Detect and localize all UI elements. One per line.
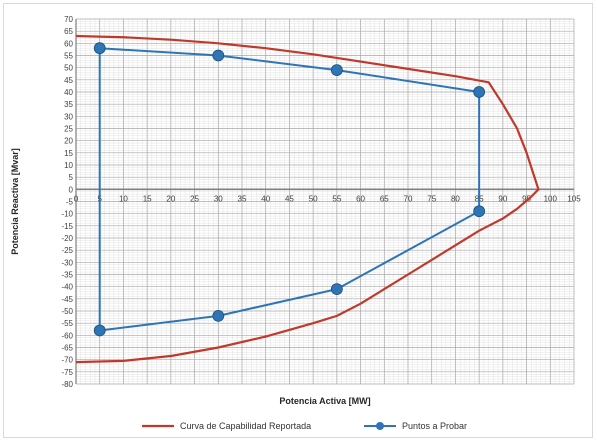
x-tick-label: 70 — [404, 194, 413, 203]
y-tick-label: 30 — [64, 112, 73, 121]
y-tick-labels: 7065605550454035302520151050-5-10-15-20-… — [61, 15, 73, 389]
x-tick-label: 75 — [427, 194, 436, 203]
x-tick-label: 100 — [544, 194, 558, 203]
y-tick-label: -40 — [61, 283, 73, 292]
x-tick-label: 95 — [522, 194, 531, 203]
x-tick-label: 30 — [214, 194, 223, 203]
x-axis-title: Potencia Activa [MW] — [279, 396, 370, 406]
test-point-marker — [93, 324, 106, 337]
y-tick-label: -70 — [61, 356, 73, 365]
y-tick-label: 55 — [64, 52, 73, 61]
y-tick-label: 70 — [64, 15, 73, 24]
legend-marker-test-points — [376, 422, 384, 430]
y-tick-label: 20 — [64, 137, 73, 146]
test-point-marker — [473, 205, 486, 218]
y-tick-label: 5 — [69, 173, 74, 182]
x-tick-label: 15 — [143, 194, 152, 203]
y-tick-label: -10 — [61, 210, 73, 219]
y-tick-label: 25 — [64, 125, 73, 134]
test-point-marker — [330, 283, 343, 296]
y-tick-label: -45 — [61, 295, 73, 304]
test-point-marker — [93, 42, 106, 55]
y-tick-label: -75 — [61, 368, 73, 377]
x-tick-label: 40 — [261, 194, 270, 203]
x-tick-label: 90 — [498, 194, 507, 203]
y-tick-label: 40 — [64, 88, 73, 97]
y-tick-label: 50 — [64, 64, 73, 73]
x-tick-label: 55 — [332, 194, 341, 203]
x-tick-label: 35 — [238, 194, 247, 203]
y-tick-label: 65 — [64, 27, 73, 36]
y-tick-label: -50 — [61, 307, 73, 316]
capability-chart: 0 5 10 15 20 25 30 35 40 45 50 55 60 65 70 75 80 85 90 95 10… — [10, 15, 581, 431]
y-tick-label: 10 — [64, 161, 73, 170]
x-tick-label: 0 — [74, 194, 79, 203]
y-tick-label: -55 — [61, 319, 73, 328]
capability-curve-line — [75, 34, 540, 364]
series-layer — [75, 34, 540, 364]
zero-axis — [75, 19, 574, 384]
y-tick-label: -5 — [66, 198, 74, 207]
y-tick-label: -65 — [61, 344, 73, 353]
y-tick-label: -25 — [61, 246, 73, 255]
x-tick-label: 20 — [166, 194, 175, 203]
x-tick-label: 105 — [567, 194, 581, 203]
y-tick-label: -15 — [61, 222, 73, 231]
y-tick-label: 60 — [64, 39, 73, 48]
x-tick-label: 10 — [119, 194, 128, 203]
x-tick-label: 45 — [285, 194, 294, 203]
y-axis-title: Potencia Reactiva [Mvar] — [10, 148, 20, 255]
y-tick-label: -60 — [61, 331, 73, 340]
y-tick-label: -20 — [61, 234, 73, 243]
y-tick-label: 0 — [69, 185, 74, 194]
legend-label-capability: Curva de Capabilidad Reportada — [180, 421, 311, 431]
legend-label-test-points: Puntos a Probar — [402, 421, 467, 431]
x-tick-label: 25 — [190, 194, 199, 203]
x-tick-label: 80 — [451, 194, 460, 203]
x-tick-labels: 0 5 10 15 20 25 30 35 40 45 50 55 60 65 70 75 80 85 90 95 10… — [74, 194, 581, 203]
test-point-marker — [212, 49, 225, 62]
legend: Curva de Capabilidad Reportada Puntos a … — [142, 421, 467, 431]
test-point-marker — [473, 86, 486, 98]
y-tick-label: -30 — [61, 258, 73, 267]
x-tick-label: 50 — [309, 194, 318, 203]
y-tick-label: 15 — [64, 149, 73, 158]
y-tick-label: -35 — [61, 271, 73, 280]
y-tick-label: 35 — [64, 100, 73, 109]
x-tick-label: 60 — [356, 194, 365, 203]
test-point-marker — [212, 309, 225, 322]
y-tick-label: 45 — [64, 76, 73, 85]
test-point-marker — [330, 64, 343, 76]
y-tick-label: -80 — [61, 380, 73, 389]
x-tick-label: 65 — [380, 194, 389, 203]
chart-frame: 0 5 10 15 20 25 30 35 40 45 50 55 60 65 70 75 80 85 90 95 10… — [3, 3, 593, 438]
